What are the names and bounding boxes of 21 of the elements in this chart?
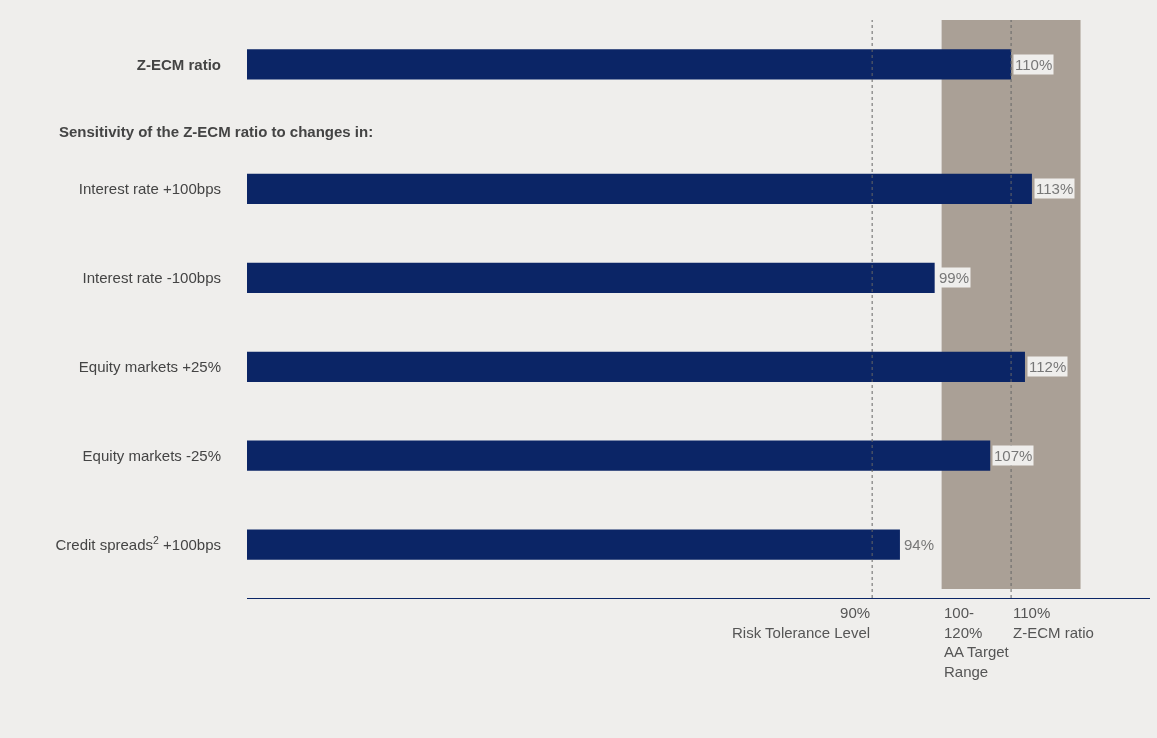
bar bbox=[247, 440, 991, 471]
bar bbox=[247, 262, 935, 293]
data-label: 110% bbox=[1015, 56, 1053, 73]
bar bbox=[247, 351, 1025, 382]
annotation: Sensitivity of the Z-ECM ratio to changes in: bbox=[59, 123, 374, 140]
y-tick-label: Equity markets -25% bbox=[82, 446, 221, 464]
data-label: 112% bbox=[1029, 358, 1067, 375]
bar bbox=[247, 173, 1032, 205]
band-label: 100- 120% AA Target Range bbox=[944, 604, 1010, 680]
bar bbox=[247, 529, 900, 560]
data-label: 99% bbox=[939, 269, 970, 286]
data-label: 107% bbox=[994, 447, 1033, 464]
y-tick-label: Interest rate +100bps bbox=[78, 180, 221, 198]
ref-line-label: 110% Z-ECM ratio bbox=[1013, 604, 1094, 641]
y-tick-label: Credit spreads$^{2}$ +100bps bbox=[55, 533, 221, 553]
y-tick-label: Equity markets +25% bbox=[78, 358, 221, 376]
y-tick-label: Interest rate -100bps bbox=[82, 269, 221, 287]
y-tick-label: Z-ECM ratio bbox=[136, 55, 221, 73]
data-label: 94% bbox=[904, 536, 935, 553]
data-label: 113% bbox=[1036, 180, 1074, 197]
ref-line-label: 90% Risk Tolerance Level bbox=[732, 604, 871, 641]
